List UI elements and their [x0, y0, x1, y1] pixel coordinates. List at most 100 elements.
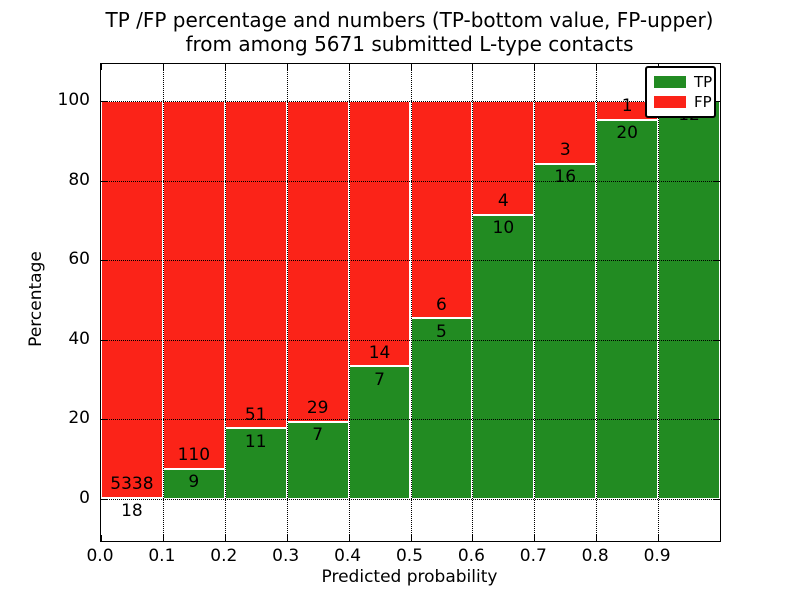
bar-label-tp: 7 [374, 369, 385, 390]
gridline-vertical [286, 64, 288, 541]
y-tick-mark [101, 499, 107, 500]
gridline-vertical [534, 64, 536, 541]
legend: TP FP [645, 66, 716, 118]
y-tick-label: 0 [79, 488, 90, 508]
y-tick-mark [714, 339, 720, 341]
y-tick-mark [101, 180, 107, 182]
gridline-horizontal [101, 260, 720, 262]
x-tick-label: 0.1 [148, 546, 176, 566]
x-tick-mark [286, 64, 288, 70]
bar-label-fp: 1 [621, 96, 633, 117]
fp-legend-swatch-icon [654, 96, 686, 108]
x-tick-mark [162, 535, 164, 541]
x-tick-mark [658, 535, 660, 541]
x-tick-label: 0.0 [86, 546, 114, 566]
legend-label-tp: TP [694, 73, 713, 91]
legend-item-tp: TP [654, 73, 712, 91]
bar-segment-fp [162, 101, 225, 469]
bar-segment-fp [101, 101, 163, 498]
y-tick-mark [714, 499, 720, 500]
x-tick-mark [410, 535, 412, 541]
x-tick-mark [224, 535, 226, 541]
gridline-vertical [658, 64, 660, 541]
bar-segment-tp [348, 366, 411, 499]
bar-segment-fp [410, 101, 473, 319]
y-tick-mark [714, 180, 720, 182]
x-tick-label: 0.3 [272, 546, 300, 566]
gridline-vertical [224, 64, 226, 541]
gridline-vertical [596, 64, 598, 541]
bar-segment-tp [286, 421, 349, 499]
chart-title: TP /FP percentage and numbers (TP-bottom… [100, 8, 719, 56]
bar-segment-fp [534, 101, 597, 164]
bar-label-fp: 14 [368, 342, 391, 363]
plot-area: 533818110951112971476541031612012 [100, 63, 721, 542]
x-tick-label: 0.9 [643, 546, 671, 566]
bar-label-fp: 4 [497, 191, 509, 212]
x-tick-label: 0.7 [519, 546, 547, 566]
x-tick-mark [534, 64, 536, 70]
x-tick-mark [348, 64, 350, 70]
y-tick-label: 60 [68, 249, 90, 270]
bar-label-tp: 18 [121, 501, 143, 522]
gridline-vertical [472, 64, 474, 541]
gridline-vertical [410, 64, 412, 541]
y-tick-mark [101, 101, 107, 102]
x-tick-mark [720, 64, 721, 70]
chart-title-line1: TP /FP percentage and numbers (TP-bottom… [105, 8, 714, 32]
y-tick-mark [714, 260, 720, 262]
gridline-vertical [348, 64, 350, 541]
bar-label-fp: 6 [436, 294, 447, 315]
y-tick-label: 20 [68, 408, 90, 429]
x-tick-mark [596, 535, 598, 541]
y-tick-mark [714, 101, 720, 102]
bar-segment-tp [658, 101, 720, 499]
y-tick-mark [101, 339, 107, 341]
y-tick-label: 100 [57, 90, 90, 110]
bar-label-tp: 10 [492, 218, 515, 239]
x-tick-mark [596, 64, 598, 70]
bar-segment-tp [162, 468, 225, 499]
bar-segment-fp [224, 101, 287, 429]
x-tick-label: 0.4 [334, 546, 362, 566]
x-axis-label: Predicted probability [321, 567, 498, 587]
bar-label-fp: 5338 [110, 474, 154, 495]
x-tick-mark [101, 64, 102, 70]
x-tick-label: 0.8 [581, 546, 609, 566]
legend-item-fp: FP [654, 93, 712, 111]
x-tick-label: 0.6 [457, 546, 485, 566]
y-tick-mark [101, 419, 107, 421]
x-tick-mark [410, 64, 412, 70]
bar-segment-tp [472, 214, 535, 499]
x-tick-mark [101, 535, 102, 541]
x-tick-mark [224, 64, 226, 70]
bar-segment-tp [596, 119, 659, 499]
bar-label-tp: 20 [616, 123, 638, 144]
x-tick-mark [534, 535, 536, 541]
x-tick-mark [348, 535, 350, 541]
bar-label-fp: 29 [306, 398, 329, 419]
y-tick-mark [101, 260, 107, 262]
bar-label-fp: 110 [177, 445, 211, 466]
bar-label-tp: 7 [312, 425, 324, 446]
tp-legend-swatch-icon [654, 76, 686, 88]
y-tick-label: 80 [68, 169, 90, 190]
bar-label-tp: 16 [554, 167, 577, 188]
legend-label-fp: FP [694, 93, 712, 111]
x-tick-mark [472, 64, 474, 70]
x-tick-mark [472, 535, 474, 541]
bar-label-fp: 51 [244, 404, 267, 425]
gridline-horizontal [101, 180, 720, 182]
gridline-horizontal [101, 339, 720, 341]
x-tick-label: 0.5 [395, 546, 424, 566]
y-tick-label: 40 [68, 328, 90, 349]
x-tick-mark [162, 64, 164, 70]
bar-label-tp: 11 [244, 431, 267, 452]
bar-segment-tp [410, 318, 473, 499]
x-tick-mark [720, 535, 721, 541]
gridline-horizontal [101, 101, 720, 102]
x-tick-label: 0.2 [210, 546, 238, 566]
bar-segment-fp [348, 101, 411, 367]
gridline-vertical [162, 64, 164, 541]
